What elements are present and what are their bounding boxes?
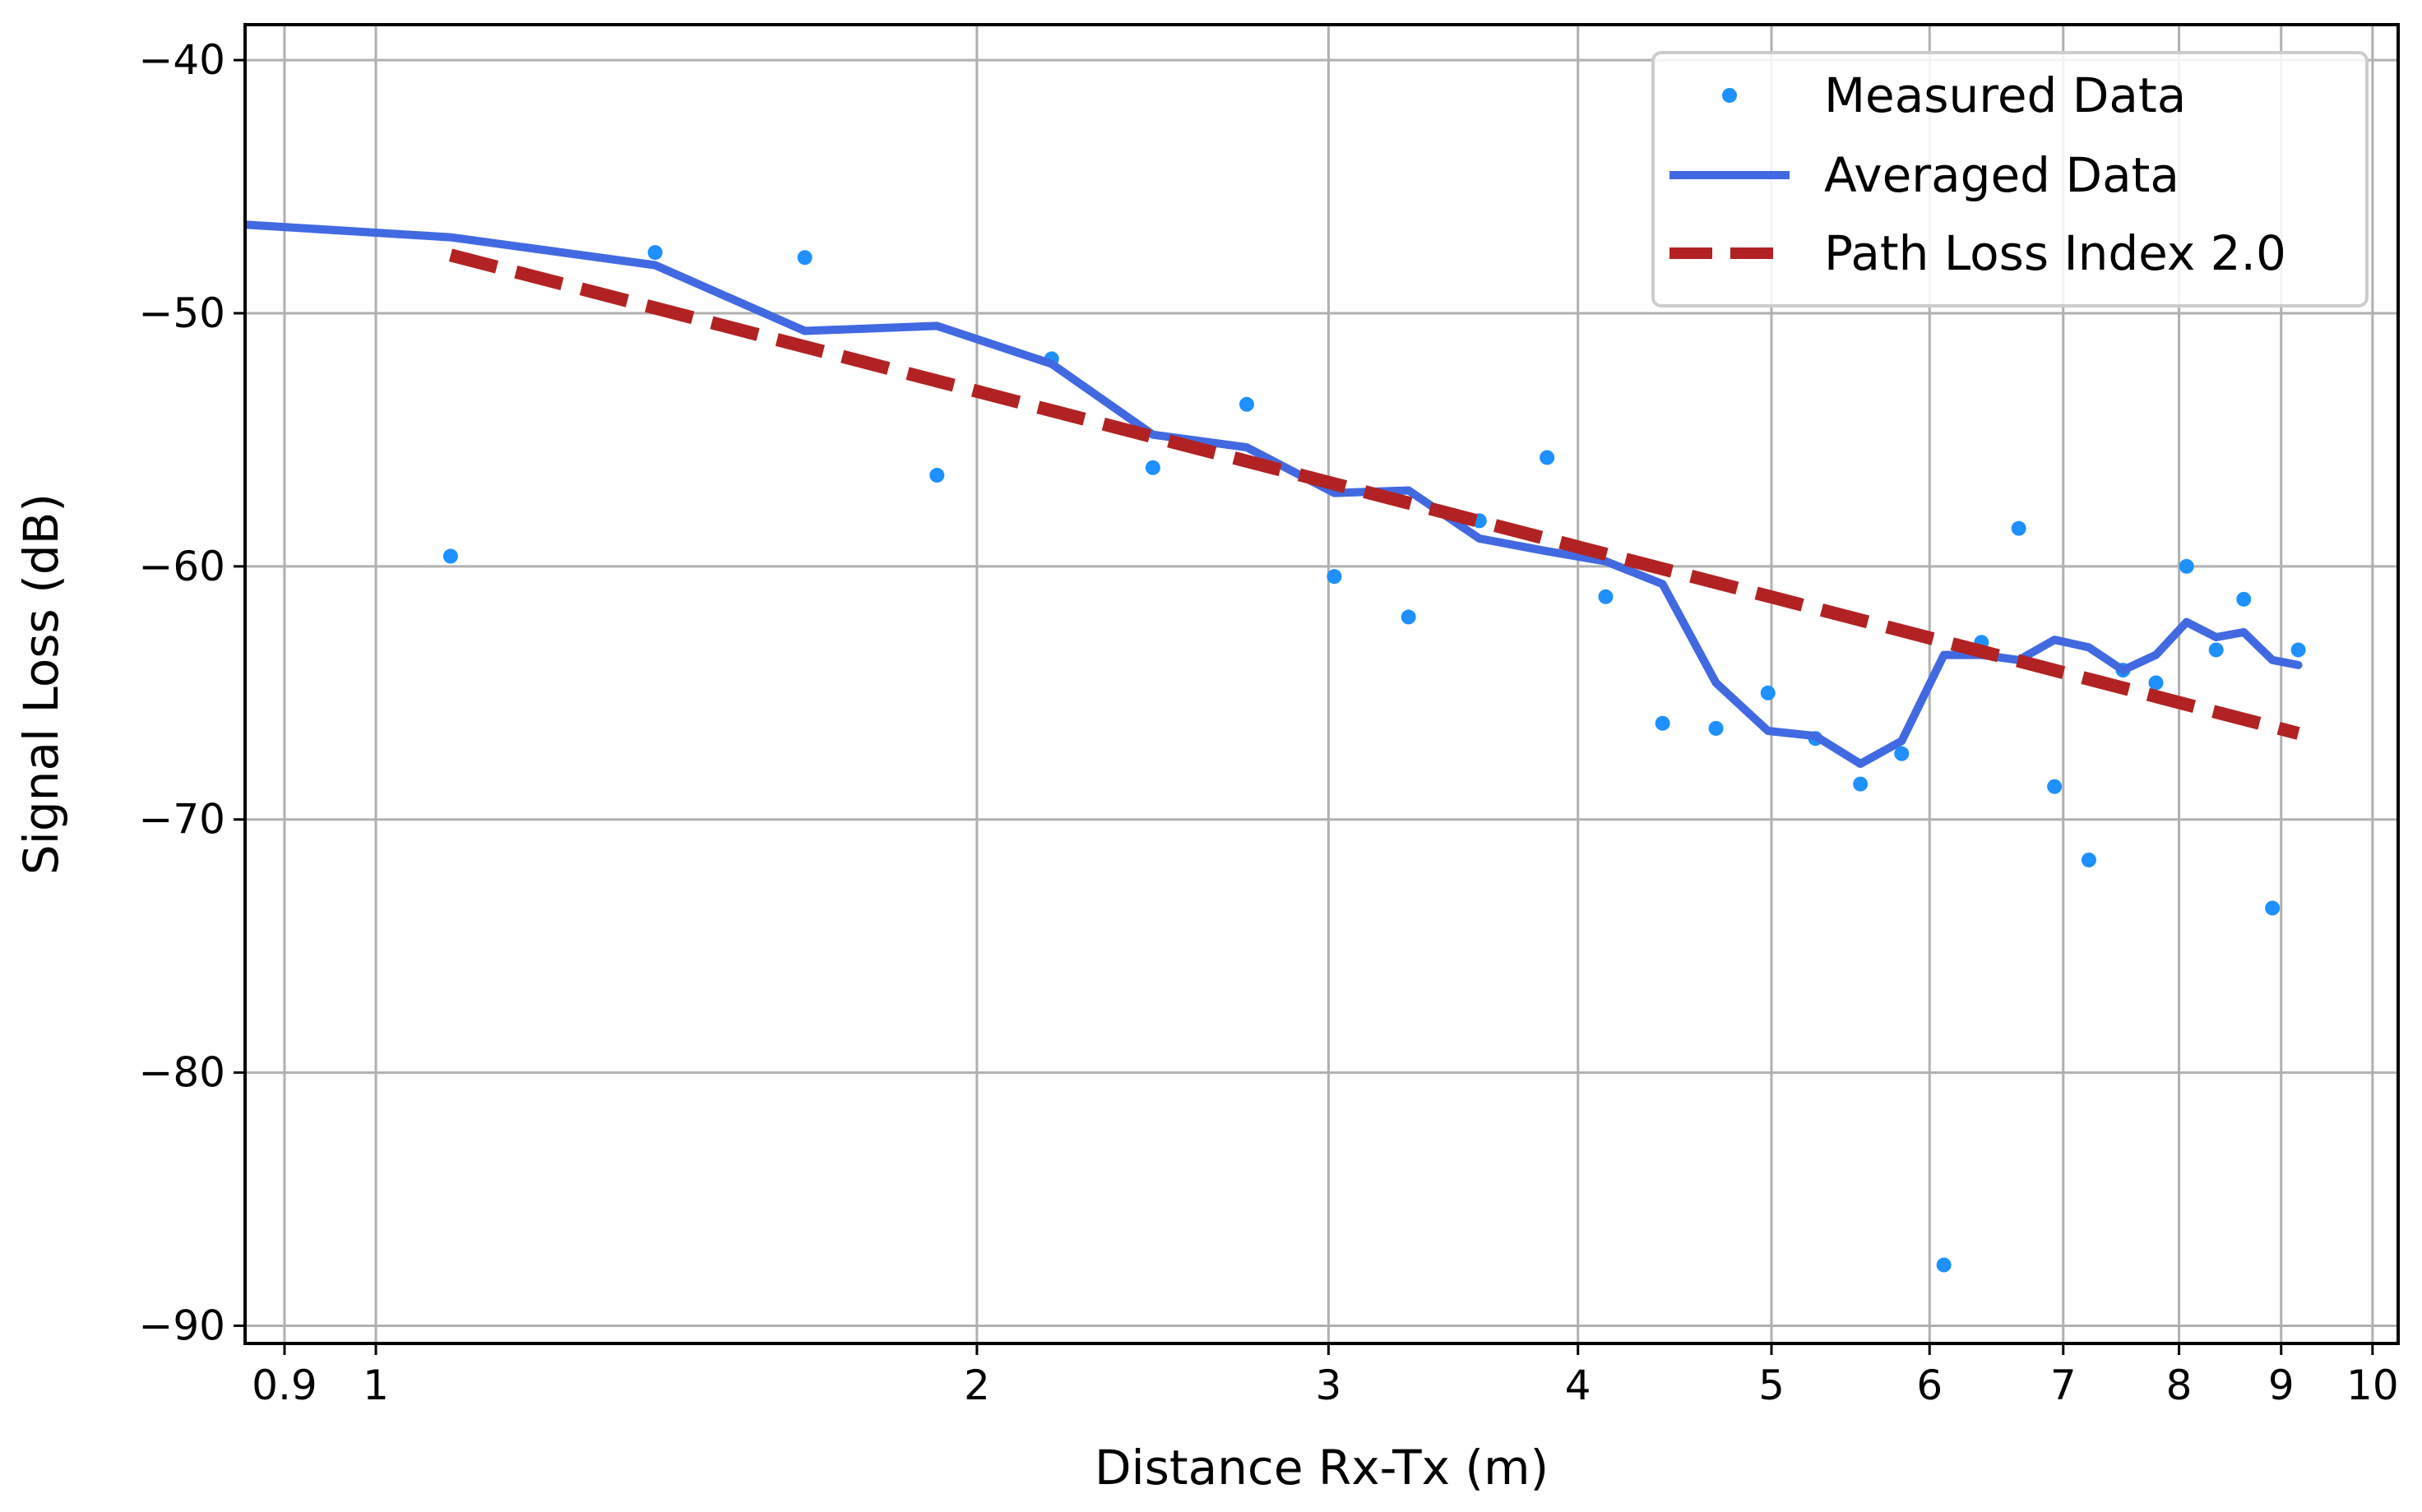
measured-data-point (1540, 450, 1555, 465)
axis-ticks: 0.9 1 2 3 4 5 6 7 8 9 10 −40 −50 −60 −70 −80 −90 (138, 36, 2398, 1409)
x-tick-label: 8 (2166, 1362, 2193, 1409)
measured-data-point (1655, 715, 1670, 731)
x-tick-label: 0.9 (252, 1362, 317, 1409)
y-tick-label: −50 (138, 289, 225, 337)
measured-data-point (2290, 642, 2306, 658)
path-loss-line (448, 248, 2300, 740)
y-tick-label: −90 (138, 1302, 225, 1349)
measured-data-point (1708, 720, 1724, 736)
x-tick-label: 6 (1916, 1362, 1943, 1409)
x-tick-label: 4 (1565, 1362, 1591, 1409)
averaged-data-line (245, 220, 2303, 768)
measured-data-point (2011, 520, 2026, 536)
measured-data-point (929, 468, 945, 483)
measured-data-point (1760, 685, 1776, 701)
x-tick-label: 2 (964, 1362, 990, 1409)
plot-area (245, 220, 2306, 1273)
measured-data-point (1936, 1257, 1952, 1273)
measured-data-point (2081, 852, 2096, 867)
measured-data-point (2208, 642, 2224, 658)
measured-data-point (1327, 569, 1342, 585)
x-tick-label: 5 (1758, 1362, 1785, 1409)
y-axis-label: Signal Loss (dB) (13, 493, 69, 875)
legend-marker-measured (1722, 88, 1737, 103)
measured-data-point (442, 548, 458, 564)
x-tick-label: 9 (2268, 1362, 2295, 1409)
measured-data-point (1853, 776, 1869, 792)
y-tick-label: −70 (138, 796, 225, 844)
measured-data-point (2265, 900, 2281, 916)
y-tick-label: −40 (138, 36, 225, 84)
x-axis-label: Distance Rx-Tx (m) (1095, 1440, 1549, 1496)
legend-label-averaged: Averaged Data (1824, 147, 2179, 203)
x-tick-label: 3 (1315, 1362, 1341, 1409)
measured-data-point (1894, 746, 1910, 761)
measured-data-point (1145, 460, 1160, 475)
legend: Measured Data Averaged Data Path Loss In… (1651, 51, 2369, 307)
legend-label-pathloss: Path Loss Index 2.0 (1824, 225, 2286, 281)
x-tick-label: 10 (2346, 1362, 2399, 1409)
measured-data-point (1598, 589, 1614, 604)
measured-data-point (2047, 779, 2063, 794)
measured-data-point (2179, 558, 2194, 574)
measured-data-point (2148, 675, 2164, 691)
axes-frame (243, 23, 2400, 1345)
legend-label-measured: Measured Data (1824, 67, 2186, 123)
legend-box (1651, 51, 2369, 307)
y-tick-label: −80 (138, 1049, 225, 1097)
x-tick-label: 7 (2050, 1362, 2077, 1409)
measured-data-point (1401, 609, 1416, 625)
measured-data-point (1239, 396, 1254, 412)
y-tick-label: −60 (138, 543, 225, 590)
measured-data-point (797, 250, 813, 266)
measured-data-point (647, 245, 663, 261)
x-tick-label: 1 (363, 1362, 389, 1409)
measured-data-point (2236, 591, 2252, 607)
